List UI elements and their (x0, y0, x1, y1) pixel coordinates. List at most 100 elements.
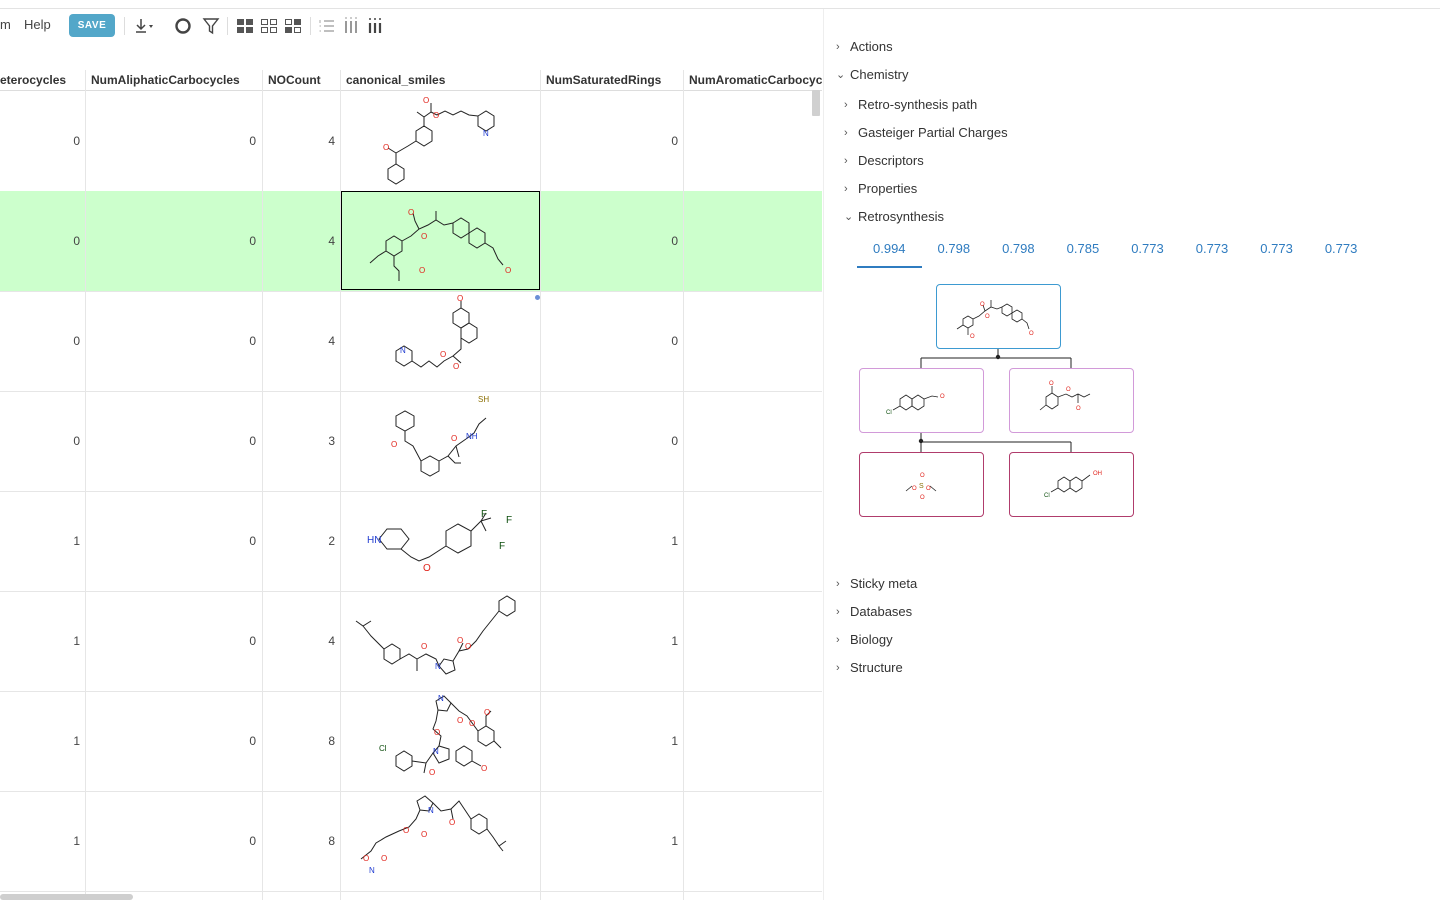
layout-mixed-icon[interactable] (282, 15, 304, 37)
accordion-databases[interactable]: › Databases (836, 604, 912, 619)
tab-score[interactable]: 0.773 (1131, 241, 1164, 256)
molecule-structure-cell[interactable]: O O O N (341, 291, 540, 390)
molecule-structure-cell[interactable]: N O O O O O N (341, 791, 540, 890)
column-header[interactable]: NOCount (268, 73, 321, 87)
tab-score[interactable]: 0.785 (1066, 241, 1100, 256)
table-row[interactable]: 1 0 2 1 HN O F F F (0, 491, 822, 592)
table-row[interactable]: 1 0 8 1 N O O O O O N (0, 791, 822, 892)
table-cell[interactable]: 0 (671, 434, 678, 448)
tab-score[interactable]: 0.773 (1195, 241, 1229, 256)
table-cell[interactable]: 1 (671, 634, 678, 648)
menu-item-partial[interactable]: m (0, 17, 11, 32)
table-cell[interactable]: 1 (73, 634, 80, 648)
columns-icon[interactable] (340, 15, 362, 37)
accordion-gasteiger[interactable]: › Gasteiger Partial Charges (844, 125, 1008, 140)
tab-score[interactable]: 0.798 (937, 241, 971, 256)
list-numbered-icon[interactable] (316, 15, 338, 37)
accordion-descriptors[interactable]: › Descriptors (844, 153, 924, 168)
horizontal-scrollbar[interactable] (0, 894, 133, 900)
table-cell[interactable]: 2 (328, 534, 335, 548)
table-cell[interactable]: 4 (328, 634, 335, 648)
accordion-biology[interactable]: › Biology (836, 632, 893, 647)
svg-text:O: O (912, 486, 917, 492)
table-cell[interactable]: 0 (249, 634, 256, 648)
tab-score[interactable]: 0.773 (1260, 241, 1293, 256)
table-row[interactable]: 1 0 8 1 Cl O O O O O O N N (0, 691, 822, 792)
layout-grid-outline-icon[interactable] (258, 15, 280, 37)
table-row[interactable]: 1 0 4 1 O O O N (0, 591, 822, 692)
filter-icon[interactable] (200, 15, 222, 37)
table-cell[interactable]: 1 (73, 734, 80, 748)
tree-node-precursor[interactable]: O O O (1009, 368, 1134, 433)
column-header[interactable]: NumAliphaticCarbocycles (91, 73, 240, 87)
molecule-structure-cell[interactable]: O O NH SH (341, 391, 540, 490)
tab-score[interactable]: 0.798 (1002, 241, 1035, 256)
menu-help[interactable]: Help (24, 17, 51, 32)
svg-text:O: O (469, 719, 475, 728)
table-cell[interactable]: 0 (73, 434, 80, 448)
tab-score[interactable]: 0.773 (1324, 241, 1358, 256)
table-cell[interactable]: 0 (73, 234, 80, 248)
molecule-structure-cell[interactable]: HN O F F F (341, 491, 540, 590)
table-cell[interactable]: 0 (249, 334, 256, 348)
resize-handle[interactable] (535, 295, 540, 300)
table-cell[interactable]: 1 (73, 534, 80, 548)
tab-score[interactable]: 0.994 (857, 238, 922, 268)
accordion-chemistry[interactable]: ⌄ Chemistry (836, 67, 909, 82)
svg-text:O: O (484, 708, 490, 717)
table-cell[interactable]: 4 (328, 334, 335, 348)
tree-node-reagent[interactable]: Cl OH (1009, 452, 1134, 517)
download-icon[interactable] (133, 15, 155, 37)
column-header[interactable]: eterocycles (0, 73, 67, 87)
table-cell[interactable]: 0 (671, 334, 678, 348)
column-header[interactable]: NumAromaticCarbocyc (689, 73, 822, 87)
table-cell[interactable]: 1 (671, 534, 678, 548)
accordion-retrosynthesis[interactable]: ⌄ Retrosynthesis (844, 209, 944, 224)
svg-text:O: O (920, 495, 925, 501)
accordion-structure[interactable]: › Structure (836, 660, 903, 675)
table-row[interactable]: 0 0 4 0 O O O O (0, 191, 822, 292)
table-cell[interactable]: 1 (671, 734, 678, 748)
accordion-properties[interactable]: › Properties (844, 181, 917, 196)
accordion-retro-synthesis-path[interactable]: › Retro-synthesis path (844, 97, 977, 112)
table-cell[interactable]: 0 (249, 834, 256, 848)
table-cell[interactable]: 0 (249, 134, 256, 148)
molecule-structure-cell[interactable]: O O O N (341, 591, 540, 690)
table-cell[interactable]: 4 (328, 234, 335, 248)
column-header[interactable]: canonical_smiles (346, 73, 446, 87)
save-button[interactable]: SAVE (69, 14, 115, 37)
accordion-sticky-meta[interactable]: › Sticky meta (836, 576, 917, 591)
table-row[interactable]: 0 0 4 0 O O O N (0, 91, 822, 192)
vertical-scrollbar[interactable] (812, 90, 820, 116)
table-row[interactable]: 0 0 4 0 O O O N (0, 291, 822, 392)
table-cell[interactable]: 8 (328, 834, 335, 848)
table-cell[interactable]: 0 (249, 234, 256, 248)
table-cell[interactable]: 0 (249, 434, 256, 448)
chevron-right-icon: › (836, 40, 840, 53)
svg-text:NH: NH (466, 432, 478, 441)
column-divider (262, 70, 263, 900)
tree-node-precursor[interactable]: Cl O (859, 368, 984, 433)
table-cell[interactable]: 0 (671, 134, 678, 148)
table-cell[interactable]: 0 (73, 134, 80, 148)
tree-node-reagent[interactable]: O S O O O (859, 452, 984, 517)
molecule-structure-cell[interactable]: O O O O (341, 191, 540, 290)
table-cell[interactable]: 4 (328, 134, 335, 148)
table-cell[interactable]: 1 (73, 834, 80, 848)
layout-grid-icon[interactable] (234, 15, 256, 37)
table-row[interactable]: 0 0 3 0 O O NH SH (0, 391, 822, 492)
table-cell[interactable]: 1 (671, 834, 678, 848)
molecule-structure-cell[interactable]: Cl O O O O O O N N (341, 691, 540, 790)
refresh-icon[interactable] (172, 15, 194, 37)
table-cell[interactable]: 0 (249, 534, 256, 548)
table-cell[interactable]: 0 (73, 334, 80, 348)
table-cell[interactable]: 3 (328, 434, 335, 448)
accordion-actions[interactable]: › Actions (836, 39, 893, 54)
table-cell[interactable]: 8 (328, 734, 335, 748)
table-cell[interactable]: 0 (671, 234, 678, 248)
tree-node-target[interactable]: O O O O (936, 284, 1061, 349)
table-cell[interactable]: 0 (249, 734, 256, 748)
molecule-structure-cell[interactable]: O O O N (341, 91, 540, 190)
column-header[interactable]: NumSaturatedRings (546, 73, 662, 87)
bar-columns-icon[interactable] (364, 15, 386, 37)
